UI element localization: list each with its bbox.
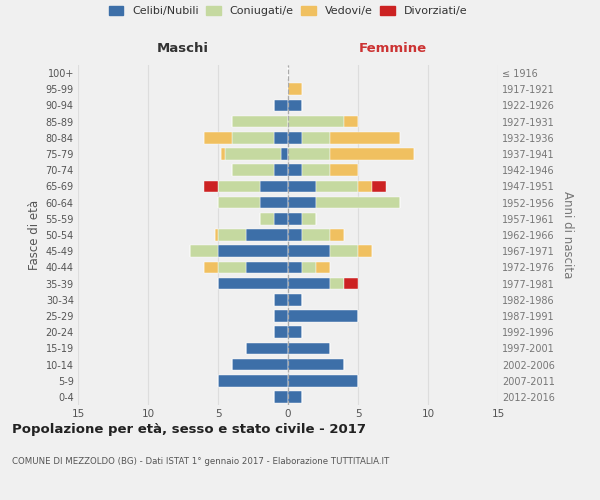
Bar xyxy=(302,164,330,176)
Bar xyxy=(274,213,288,224)
Bar xyxy=(288,326,302,338)
Bar xyxy=(330,132,400,143)
Bar xyxy=(218,278,288,289)
Text: Popolazione per età, sesso e stato civile - 2017: Popolazione per età, sesso e stato civil… xyxy=(12,422,366,436)
Bar xyxy=(330,278,344,289)
Bar xyxy=(218,197,260,208)
Bar xyxy=(246,229,288,241)
Bar xyxy=(288,278,330,289)
Bar xyxy=(358,180,372,192)
Bar xyxy=(358,246,372,257)
Bar xyxy=(288,164,302,176)
Bar xyxy=(302,132,330,143)
Bar xyxy=(260,213,274,224)
Bar xyxy=(288,116,344,128)
Legend: Celibi/Nubili, Coniugati/e, Vedovi/e, Divorziati/e: Celibi/Nubili, Coniugati/e, Vedovi/e, Di… xyxy=(109,6,467,16)
Bar xyxy=(246,262,288,273)
Bar xyxy=(288,342,330,354)
Bar xyxy=(302,229,330,241)
Y-axis label: Anni di nascita: Anni di nascita xyxy=(562,192,574,278)
Bar xyxy=(221,148,225,160)
Bar xyxy=(288,180,316,192)
Bar xyxy=(288,197,316,208)
Bar xyxy=(288,358,344,370)
Bar xyxy=(204,132,232,143)
Bar xyxy=(344,116,358,128)
Text: Femmine: Femmine xyxy=(359,42,427,56)
Bar xyxy=(316,180,358,192)
Bar xyxy=(215,229,218,241)
Bar xyxy=(218,375,288,386)
Bar xyxy=(288,148,330,160)
Bar xyxy=(302,262,316,273)
Bar xyxy=(225,148,281,160)
Bar xyxy=(288,84,302,95)
Bar xyxy=(218,262,246,273)
Bar xyxy=(218,246,288,257)
Bar xyxy=(302,213,316,224)
Bar xyxy=(330,229,344,241)
Bar xyxy=(330,148,414,160)
Bar xyxy=(274,391,288,402)
Bar xyxy=(288,246,330,257)
Bar xyxy=(204,262,218,273)
Text: Maschi: Maschi xyxy=(157,42,209,56)
Bar xyxy=(288,310,358,322)
Bar xyxy=(232,164,274,176)
Bar xyxy=(274,326,288,338)
Bar xyxy=(316,197,400,208)
Bar xyxy=(288,391,302,402)
Bar xyxy=(218,180,260,192)
Bar xyxy=(288,375,358,386)
Y-axis label: Fasce di età: Fasce di età xyxy=(28,200,41,270)
Bar xyxy=(260,180,288,192)
Bar xyxy=(281,148,288,160)
Bar xyxy=(288,294,302,306)
Bar xyxy=(218,229,246,241)
Bar xyxy=(288,229,302,241)
Bar xyxy=(330,164,358,176)
Bar xyxy=(232,132,274,143)
Bar xyxy=(274,294,288,306)
Text: COMUNE DI MEZZOLDO (BG) - Dati ISTAT 1° gennaio 2017 - Elaborazione TUTTITALIA.I: COMUNE DI MEZZOLDO (BG) - Dati ISTAT 1° … xyxy=(12,458,389,466)
Bar xyxy=(316,262,330,273)
Bar xyxy=(288,100,302,112)
Bar xyxy=(288,132,302,143)
Bar xyxy=(288,262,302,273)
Bar xyxy=(190,246,218,257)
Bar xyxy=(344,278,358,289)
Bar xyxy=(260,197,288,208)
Bar xyxy=(330,246,358,257)
Bar xyxy=(232,358,288,370)
Bar xyxy=(274,100,288,112)
Bar xyxy=(372,180,386,192)
Bar xyxy=(246,342,288,354)
Bar xyxy=(274,310,288,322)
Bar xyxy=(274,132,288,143)
Bar xyxy=(232,116,288,128)
Bar xyxy=(288,213,302,224)
Bar xyxy=(204,180,218,192)
Bar xyxy=(274,164,288,176)
